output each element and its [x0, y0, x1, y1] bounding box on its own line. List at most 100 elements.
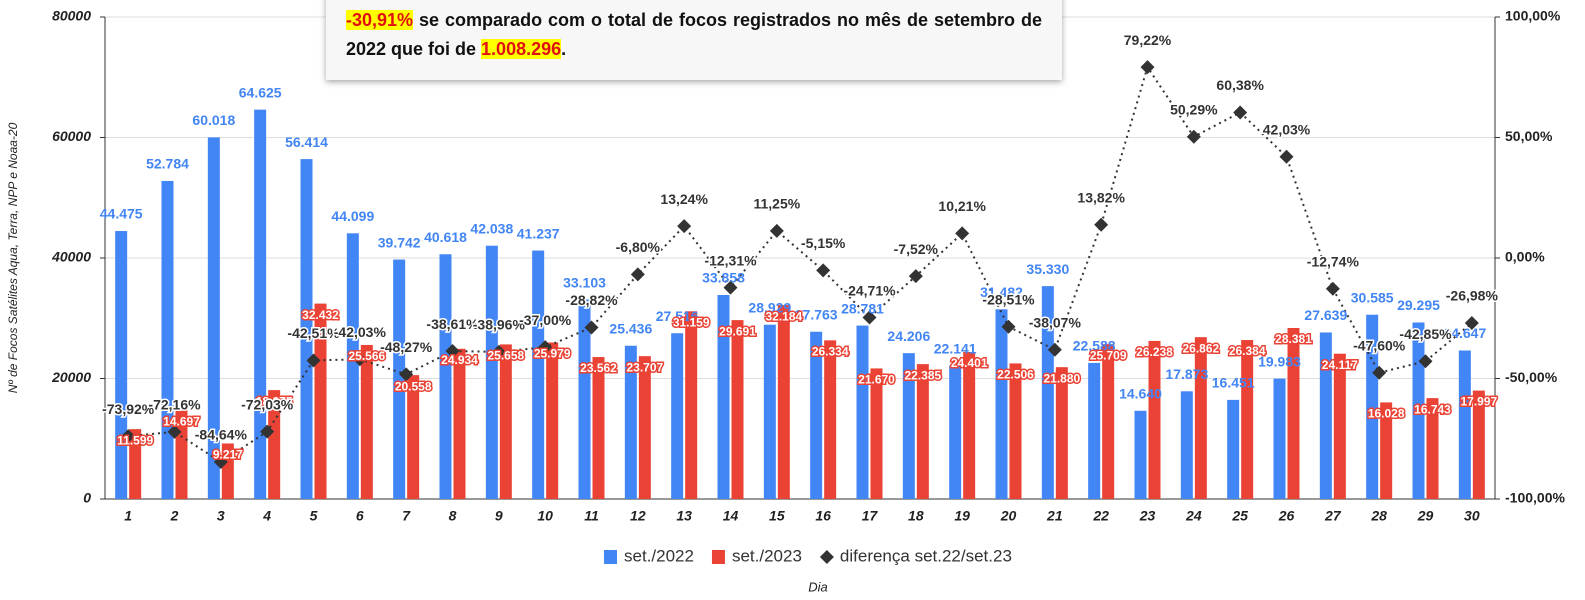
bar	[1088, 362, 1101, 499]
bar-value-label: 44.099	[331, 208, 374, 224]
bar	[207, 137, 220, 500]
legend-swatch	[819, 550, 834, 564]
diff-marker	[955, 226, 970, 241]
x-tick-label: 10	[537, 508, 553, 524]
bar	[763, 324, 776, 499]
y2-tick-label: -100,00%	[1505, 490, 1565, 506]
diff-marker	[1094, 217, 1109, 232]
bar-value-label: 17.873	[1165, 366, 1208, 382]
bar-value-label: 29.691	[719, 324, 756, 338]
bar	[1380, 402, 1393, 499]
diff-value-label: -26,98%	[1446, 288, 1499, 304]
bar	[1319, 332, 1332, 499]
diff-marker	[1372, 365, 1387, 380]
legend-label: diferença set.22/set.23	[840, 546, 1012, 565]
bar	[254, 109, 267, 500]
bar-value-label: 23.562	[580, 361, 617, 375]
diff-marker	[1418, 354, 1433, 369]
legend-swatch	[604, 550, 617, 564]
diff-marker	[399, 367, 414, 382]
bar	[1241, 340, 1254, 499]
diff-value-label: -38,07%	[1029, 314, 1082, 330]
diff-value-label: -12,74%	[1307, 253, 1360, 269]
bar	[1333, 353, 1346, 499]
bar	[300, 159, 313, 499]
diff-marker	[816, 263, 831, 278]
diff-value-label: -12,31%	[704, 252, 757, 268]
bar-value-label: 24.401	[951, 356, 988, 370]
bar	[902, 353, 915, 499]
bar-value-label: 25.658	[487, 349, 524, 363]
bar-value-label: 24.117	[1322, 358, 1358, 372]
diff-marker	[584, 320, 599, 335]
bar-value-label: 27.516	[656, 308, 699, 324]
bar-value-label: 42.038	[470, 220, 513, 236]
bar	[810, 331, 823, 499]
bar-value-label: 27.639	[1304, 307, 1347, 323]
x-tick-label: 6	[356, 508, 364, 524]
bar-value-label: 21.880	[1043, 371, 1080, 385]
diff-marker	[1047, 342, 1062, 357]
diff-value-label: -7,52%	[894, 241, 939, 257]
diff-value-label: -84,64%	[195, 427, 248, 443]
x-tick-label: 16	[815, 508, 831, 524]
bar-value-label: 16.028	[1368, 407, 1405, 421]
bar	[995, 309, 1008, 499]
diff-marker	[1001, 319, 1016, 334]
x-tick-label: 28	[1370, 508, 1387, 524]
bar-value-label: 25.436	[609, 320, 652, 336]
diff-value-label: -28,82%	[565, 292, 618, 308]
x-tick-label: 4	[262, 508, 271, 524]
bar-value-label: 52.784	[146, 156, 189, 172]
bar	[1134, 410, 1147, 499]
bar-value-label: 24.934	[441, 353, 478, 367]
y-tick-label: 0	[83, 490, 91, 506]
bar	[1287, 328, 1300, 499]
bar	[1366, 314, 1379, 499]
bar-value-label: 44.475	[100, 206, 143, 222]
bar-value-label: 20.558	[395, 379, 432, 393]
bar	[731, 320, 744, 499]
x-tick-label: 12	[630, 508, 646, 524]
bar	[1102, 344, 1115, 499]
bar	[671, 333, 684, 499]
diff-value-label: -48,27%	[380, 339, 433, 355]
x-tick-label: 27	[1324, 508, 1342, 524]
x-tick-label: 22	[1092, 508, 1109, 524]
bar	[578, 299, 591, 499]
diff-value-label: 13,24%	[660, 191, 708, 207]
x-tick-label: 20	[1000, 508, 1017, 524]
bar-value-label: 40.618	[424, 229, 467, 245]
bar	[546, 342, 559, 499]
x-tick-label: 26	[1278, 508, 1295, 524]
bar-value-label: 29.295	[1397, 297, 1440, 313]
bar-value-label: 16.743	[1414, 402, 1451, 416]
bar-value-label: 31.159	[673, 315, 710, 329]
bar-value-label: 14.640	[1119, 385, 1162, 401]
bar	[777, 305, 790, 499]
bar-value-label: 32.432	[302, 308, 339, 322]
bar-value-label: 26.384	[1229, 344, 1266, 358]
bar	[1180, 391, 1193, 499]
x-tick-label: 2	[170, 508, 179, 524]
y2-tick-label: 0,00%	[1505, 249, 1545, 265]
bar-value-label: 25.709	[1090, 348, 1127, 362]
diff-marker	[769, 223, 784, 238]
annotation-text: .	[561, 39, 567, 59]
x-tick-label: 1	[124, 508, 132, 524]
diff-value-label: 79,22%	[1124, 32, 1172, 48]
bar-value-label: 14.697	[163, 415, 200, 429]
bar-value-label: 27.763	[795, 306, 838, 322]
bar	[856, 325, 869, 499]
diff-marker	[491, 344, 506, 359]
diff-marker	[630, 267, 645, 282]
diff-value-label: -5,15%	[801, 235, 846, 251]
diff-value-label: -72,03%	[241, 396, 294, 412]
bar	[532, 250, 545, 499]
bar	[1472, 390, 1485, 499]
bar-value-label: 28.381	[1275, 332, 1312, 346]
bar-value-label: 18.075	[256, 394, 293, 408]
bar	[407, 375, 420, 499]
x-tick-label: 11	[584, 508, 599, 524]
bar-value-label: 9.217	[213, 448, 243, 462]
